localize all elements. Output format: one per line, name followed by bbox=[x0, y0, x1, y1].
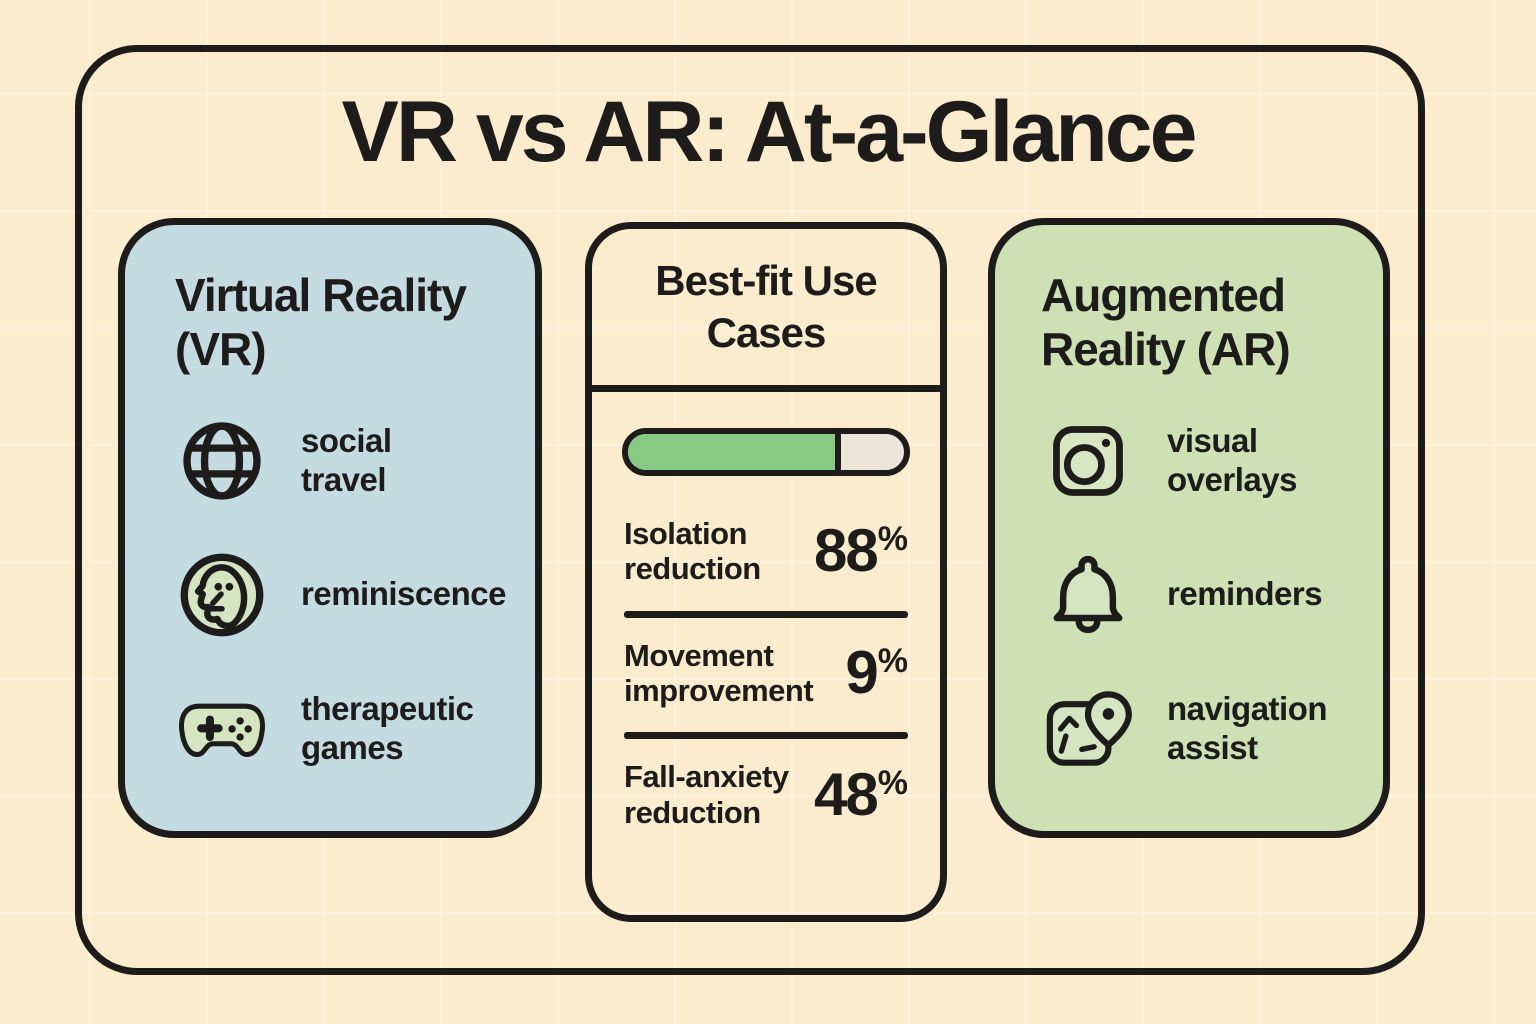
stat-digits: 9 bbox=[845, 638, 878, 706]
stat-value: 88% bbox=[814, 521, 908, 581]
divider bbox=[624, 610, 908, 618]
progress-bar bbox=[622, 428, 910, 476]
use-cases-title: Best-fit Use Cases bbox=[592, 229, 940, 392]
list-item: social travel bbox=[175, 415, 497, 507]
list-item: reminiscence bbox=[175, 549, 506, 641]
stat-label: Isolation reduction bbox=[624, 516, 761, 587]
globe-icon bbox=[175, 415, 269, 507]
ar-panel-title: Augmented Reality (AR) bbox=[1041, 269, 1291, 375]
list-item: navigation assist bbox=[1041, 683, 1353, 775]
stat-label: Movement improvement bbox=[624, 637, 814, 708]
ar-panel: Augmented Reality (AR) visual overlays r… bbox=[988, 218, 1390, 838]
vr-panel-title: Virtual Reality (VR) bbox=[175, 269, 467, 375]
use-cases-body: Isolation reduction 88% Movement improve… bbox=[592, 392, 940, 848]
item-label: reminiscence bbox=[301, 575, 506, 613]
stat-row: Movement improvement 9% bbox=[622, 624, 910, 727]
camera-icon bbox=[1041, 415, 1135, 507]
gamepad-icon bbox=[175, 683, 269, 775]
bell-icon bbox=[1041, 549, 1135, 641]
progress-bar-fill bbox=[628, 434, 841, 470]
stat-row: Isolation reduction 88% bbox=[622, 502, 910, 605]
stats-list: Isolation reduction 88% Movement improve… bbox=[622, 502, 910, 848]
item-label: therapeutic games bbox=[301, 689, 474, 766]
item-label: reminders bbox=[1167, 575, 1323, 613]
stat-value: 48% bbox=[814, 760, 908, 828]
vr-panel: Virtual Reality (VR) social travel bbox=[118, 218, 542, 838]
item-label: social travel bbox=[301, 421, 392, 498]
ar-item-list: visual overlays reminders bbox=[1041, 415, 1353, 775]
stat-unit: % bbox=[877, 641, 908, 680]
list-item: visual overlays bbox=[1041, 415, 1353, 507]
item-label: visual overlays bbox=[1167, 421, 1297, 498]
item-label: navigation assist bbox=[1167, 689, 1328, 766]
stat-row: Fall-anxiety reduction 48% bbox=[622, 745, 910, 848]
outer-frame bbox=[75, 45, 1425, 975]
vr-item-list: social travel reminiscence bbox=[175, 415, 506, 775]
stat-unit: % bbox=[877, 520, 908, 559]
face-profile-icon bbox=[175, 549, 269, 641]
list-item: reminders bbox=[1041, 549, 1353, 641]
stat-value: 9% bbox=[845, 638, 908, 706]
use-cases-panel: Best-fit Use Cases Isolation reduction 8… bbox=[585, 222, 947, 922]
stat-digits: 88 bbox=[814, 517, 879, 585]
stat-unit: % bbox=[877, 763, 908, 802]
page-title: VR vs AR: At-a-Glance bbox=[341, 84, 1198, 180]
stat-digits: 48 bbox=[814, 760, 879, 828]
map-pin-icon bbox=[1041, 683, 1135, 775]
list-item: therapeutic games bbox=[175, 683, 497, 775]
stat-label: Fall-anxiety reduction bbox=[624, 759, 789, 830]
divider bbox=[624, 732, 908, 740]
